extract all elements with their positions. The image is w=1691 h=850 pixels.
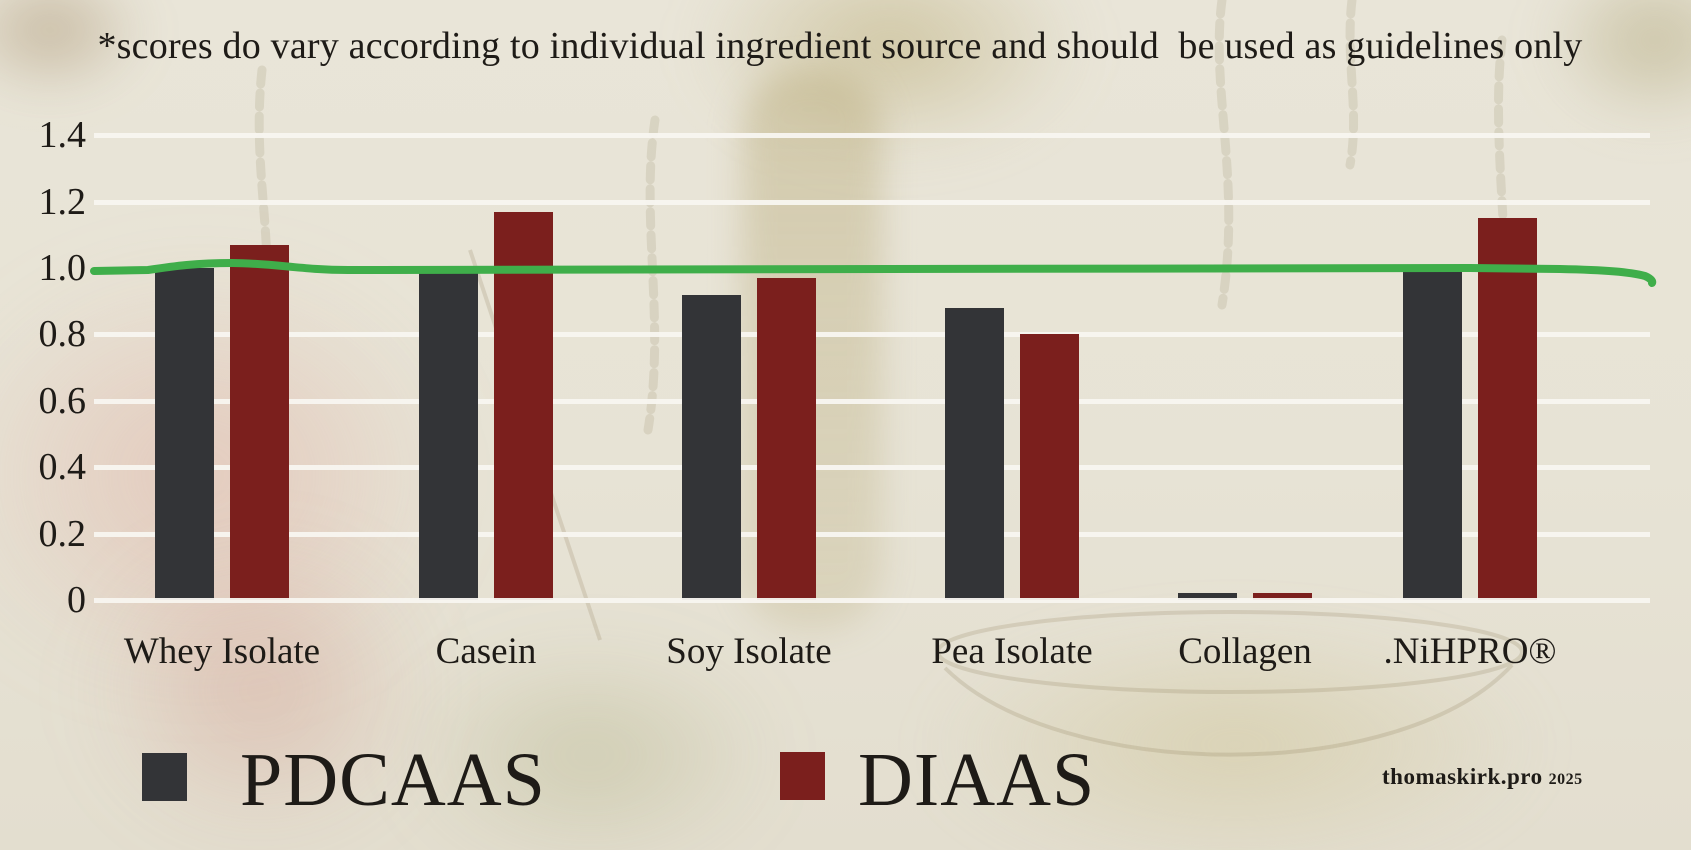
gridline: [94, 332, 1650, 338]
bar-soy-isolate-diaas: [757, 277, 816, 600]
y-tick-label: 1.2: [38, 180, 87, 223]
gridline: [94, 598, 1650, 603]
bar-soy-isolate-pdcaas: [682, 294, 741, 600]
x-axis-label: Casein: [435, 631, 537, 672]
x-axis-label: .NiHPRO®: [1383, 631, 1557, 672]
bar-nihpro-pdcaas: [1403, 268, 1462, 600]
watermark: thomaskirk.pro 2025: [1382, 764, 1583, 790]
bar-collagen-pdcaas: [1178, 593, 1237, 600]
gridline: [94, 199, 1650, 205]
watermark-site: thomaskirk.pro: [1382, 764, 1543, 789]
bar-pea-isolate-diaas: [1020, 334, 1079, 600]
y-tick-label: 0.2: [38, 512, 87, 555]
bar-whey-isolate-pdcaas: [155, 268, 214, 600]
x-axis-label: Whey Isolate: [123, 631, 321, 672]
gridline: [94, 465, 1650, 471]
y-tick-label: 0: [67, 579, 86, 621]
y-tick-label: 0.4: [38, 446, 87, 489]
bar-casein-diaas: [494, 211, 553, 600]
bar-collagen-diaas: [1253, 593, 1312, 600]
gridline: [94, 398, 1650, 404]
chart-note: *scores do vary according to individual …: [97, 25, 1583, 67]
y-tick-label: 1.0: [38, 247, 87, 289]
watermark-year: 2025: [1548, 771, 1583, 788]
gridline: [94, 133, 1650, 139]
x-axis-label: Soy Isolate: [666, 631, 832, 672]
bar-whey-isolate-diaas: [230, 244, 289, 600]
bar-pea-isolate-pdcaas: [945, 307, 1004, 600]
bar-nihpro-diaas: [1478, 218, 1537, 600]
y-tick-label: 1.4: [38, 114, 87, 157]
y-tick-label: 0.6: [38, 379, 87, 422]
bar-casein-pdcaas: [419, 268, 478, 600]
y-tick-label: 0.8: [38, 313, 87, 356]
gridline: [94, 531, 1650, 537]
